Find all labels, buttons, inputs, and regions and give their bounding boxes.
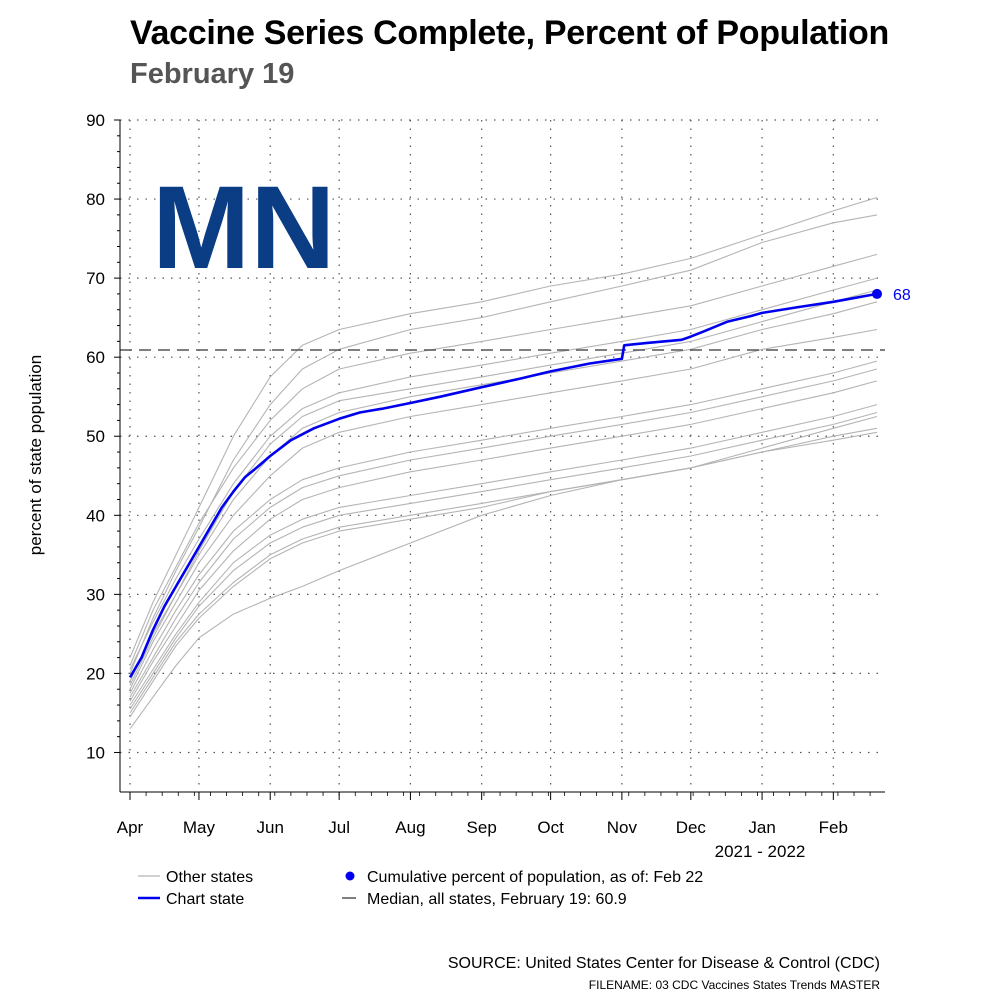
x-tick-label: Feb (819, 818, 848, 837)
other-state-line (129, 415, 878, 718)
chart-state-line (128, 292, 878, 679)
chart-title: Vaccine Series Complete, Percent of Popu… (130, 14, 889, 52)
other-state-line (129, 196, 878, 658)
x-tick-label: Dec (676, 818, 707, 837)
other-state-line (129, 328, 878, 690)
x-tick-label: Jan (748, 818, 775, 837)
other-state-line (129, 427, 878, 730)
axes: 10 20 30 40 50 60 70 80 90 Apr May Jun Jul Aug Sep Oct N… (86, 111, 885, 837)
legend-label: Cumulative percent of population, as of:… (367, 869, 703, 886)
y-tick-label: 10 (86, 743, 105, 762)
end-point-marker (872, 288, 882, 299)
other-state-line (129, 253, 878, 666)
other-state-line (129, 301, 878, 682)
other-state-line (129, 411, 878, 710)
legend: Other states Chart state Cumulative percen… (138, 869, 703, 908)
x-tick-label: Sep (467, 818, 497, 837)
chart-state-line-group: 68 (128, 287, 911, 679)
filename-note: FILENAME: 03 CDC Vaccines States Trends … (588, 978, 880, 992)
x-axis-label: 2021 - 2022 (715, 842, 806, 861)
x-tick-label: Aug (395, 818, 425, 837)
state-label: MN (152, 162, 336, 294)
chart-subtitle: February 19 (130, 58, 295, 90)
y-tick-label: 60 (86, 348, 105, 367)
legend-dot-icon (345, 871, 355, 881)
y-tick-label: 40 (86, 506, 105, 525)
other-state-line (129, 360, 878, 694)
other-state-line (129, 380, 878, 702)
x-tick-label: May (183, 818, 216, 837)
x-tick-label: Oct (537, 818, 564, 837)
legend-label: Other states (166, 869, 253, 886)
other-state-line (129, 404, 878, 706)
legend-label: Median, all states, February 19: 60.9 (367, 891, 627, 908)
other-state-line (129, 214, 878, 674)
legend-label: Chart state (166, 891, 244, 908)
other-states-lines (129, 196, 878, 730)
x-tick-label: Jun (256, 818, 283, 837)
x-tick-label: Jul (328, 818, 350, 837)
x-tick-label: Apr (117, 818, 144, 837)
other-state-line (129, 368, 878, 698)
y-tick-label: 50 (86, 427, 105, 446)
other-state-line (129, 277, 878, 670)
source-note: SOURCE: United States Center for Disease… (447, 955, 880, 972)
grid (120, 119, 885, 792)
y-axis-label: percent of state population (26, 355, 45, 555)
x-tick-label: Nov (607, 818, 638, 837)
y-tick-label: 90 (86, 111, 105, 130)
other-state-line (129, 431, 878, 714)
other-state-line (129, 289, 878, 686)
y-tick-label: 70 (86, 269, 105, 288)
y-tick-label: 20 (86, 664, 105, 683)
y-tick-label: 30 (86, 585, 105, 604)
y-tick-label: 80 (86, 190, 105, 209)
end-point-label: 68 (893, 287, 911, 304)
